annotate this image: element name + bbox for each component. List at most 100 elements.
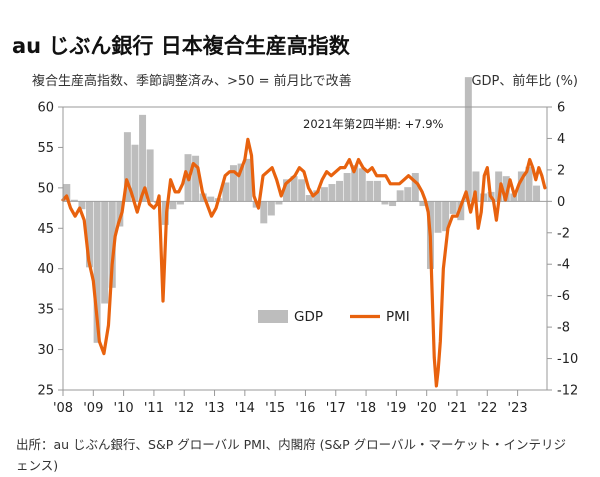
gdp-bar	[336, 180, 344, 202]
x-tick-label: '21	[447, 401, 467, 416]
gdp-bar	[101, 201, 109, 304]
gdp-bar	[434, 201, 442, 233]
pmi-line	[61, 137, 547, 388]
gdp-bar	[63, 184, 71, 202]
left-y-tick-label: 50	[37, 181, 54, 196]
gdp-bar	[358, 168, 366, 202]
gdp-bar	[267, 201, 275, 216]
gdp-bar	[93, 201, 101, 343]
right-y-axis: -12 -10 -8 -6 -4 -2 0 2 4 6	[547, 101, 578, 399]
right-axis-subtitle: GDP、前年比 (%)	[471, 74, 578, 89]
x-tick-label: '14	[235, 401, 255, 416]
gdp-bar	[237, 163, 245, 202]
gdp-bar	[472, 171, 480, 202]
gdp-bar	[305, 195, 313, 202]
left-y-tick-label: 40	[37, 262, 54, 277]
gdp-bar	[131, 144, 139, 202]
gdp-bar	[313, 190, 321, 202]
gdp-bar	[207, 196, 215, 202]
legend: GDP PMI	[258, 309, 410, 325]
gdp-bar	[510, 193, 518, 202]
x-tick-label: '13	[204, 401, 224, 416]
gdp-bar	[108, 201, 116, 288]
gdp-bar	[245, 158, 253, 202]
gdp-bar	[146, 149, 154, 202]
x-tick-label: '16	[295, 401, 315, 416]
gdp-bar	[351, 165, 359, 202]
x-tick-label: '12	[174, 401, 194, 416]
gdp-bar	[290, 176, 298, 202]
gdp-bar	[464, 77, 472, 202]
gdp-bar	[517, 171, 525, 202]
left-y-tick-label: 30	[37, 343, 54, 358]
x-tick-label: '22	[477, 401, 497, 416]
right-y-tick-label: 0	[557, 195, 565, 210]
gdp-bar	[404, 187, 412, 202]
gdp-bar	[396, 190, 404, 202]
gdp-bar	[78, 201, 86, 210]
gdp-bar	[275, 201, 283, 205]
gdp-bar	[457, 201, 465, 221]
x-tick-label: '11	[144, 401, 164, 416]
right-y-tick-label: -12	[557, 384, 578, 399]
gdp-bar	[123, 132, 131, 202]
right-y-tick-label: 4	[557, 132, 565, 147]
gdp-bar	[176, 201, 184, 205]
right-y-tick-label: -10	[557, 352, 578, 367]
x-tick-label: '23	[508, 401, 528, 416]
left-y-axis: 25 30 35 40 45 50 55 60	[37, 101, 63, 399]
gdp-bar	[389, 201, 397, 207]
gdp-bar	[139, 114, 147, 202]
gdp-bar	[449, 201, 457, 214]
legend-gdp-swatch	[258, 310, 288, 323]
left-y-tick-label: 60	[37, 101, 54, 116]
x-tick-label: '15	[265, 401, 285, 416]
legend-gdp-label: GDP	[294, 309, 323, 325]
annotation-2021q2: 2021年第2四半期: +7.9%	[303, 117, 444, 131]
right-y-tick-label: -6	[557, 289, 570, 304]
x-tick-label: '20	[417, 401, 437, 416]
gdp-bar	[222, 182, 230, 202]
gdp-bar	[419, 201, 427, 207]
left-axis-subtitle: 複合生産高指数、季節調整済み、>50 = 前月比で改善	[32, 74, 352, 89]
right-y-tick-label: -2	[557, 226, 570, 241]
source-note: 出所：au じぶん銀行、S&P グローバル PMI、内閣府 (S&P グローバル…	[16, 437, 567, 473]
left-y-tick-label: 35	[37, 303, 54, 318]
gdp-bar	[411, 173, 419, 202]
x-tick-label: '09	[83, 401, 103, 416]
gdp-bar	[192, 155, 200, 202]
x-tick-label: '19	[386, 401, 406, 416]
x-axis: '08 '09 '10 '11 '12 '13 '14 '15 '16 '17 '18 '19 '20 '…	[53, 390, 528, 416]
gdp-bar	[381, 201, 389, 205]
gdp-bar	[169, 201, 177, 210]
gdp-bar	[343, 173, 351, 202]
gdp-bar	[366, 180, 374, 202]
right-y-tick-label: -4	[557, 258, 570, 273]
right-y-tick-label: -8	[557, 321, 570, 336]
x-tick-label: '18	[356, 401, 376, 416]
right-y-tick-label: 2	[557, 163, 565, 178]
x-tick-label: '10	[114, 401, 134, 416]
pmi-line-layer	[61, 137, 547, 388]
x-tick-label: '08	[53, 401, 73, 416]
gdp-bar	[442, 201, 450, 232]
gdp-bar	[495, 171, 503, 202]
gdp-bar	[373, 180, 381, 202]
gdp-bar	[260, 201, 268, 224]
gdp-bar	[320, 187, 328, 202]
gdp-bar	[283, 179, 290, 202]
x-tick-label: '17	[326, 401, 346, 416]
gdp-bar	[328, 184, 336, 202]
gdp-bar	[229, 165, 237, 202]
left-y-tick-label: 45	[37, 222, 54, 237]
left-y-tick-label: 25	[37, 384, 54, 399]
right-y-tick-label: 6	[557, 101, 565, 116]
left-y-tick-label: 55	[37, 141, 54, 156]
gdp-bar	[502, 176, 510, 202]
gdp-bar	[525, 166, 533, 202]
gdp-bar	[86, 201, 93, 268]
gdp-bar	[116, 201, 124, 227]
gdp-bar	[533, 185, 541, 202]
gdp-bar	[298, 179, 306, 202]
